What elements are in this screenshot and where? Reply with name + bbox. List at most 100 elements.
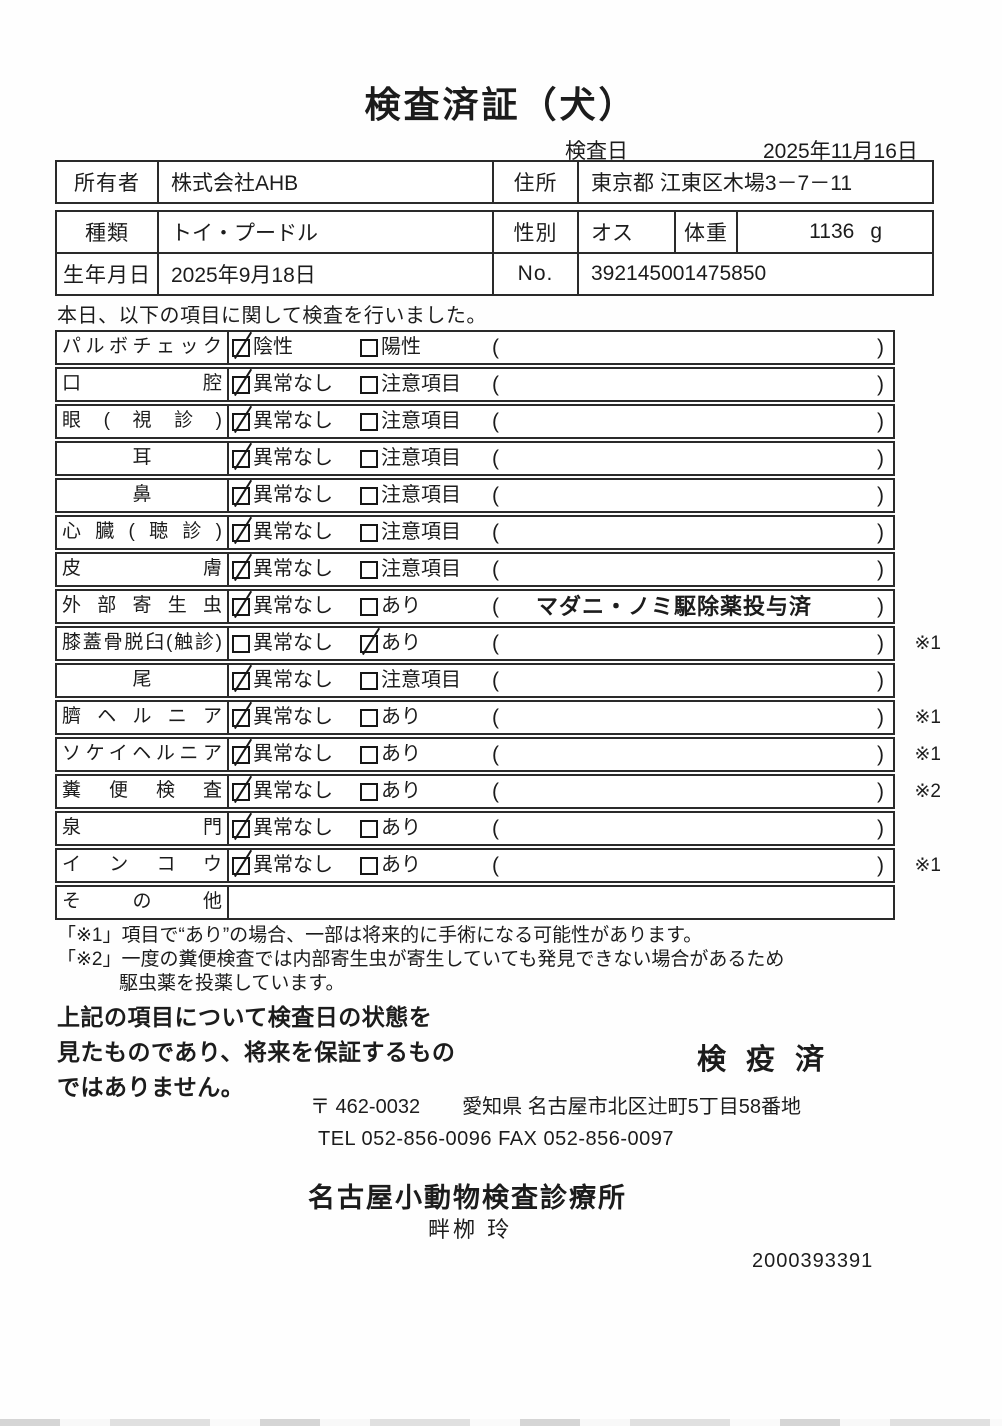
paren-close: ) (877, 336, 884, 359)
paren-open: ( (492, 743, 499, 766)
footnote-1: 「※1」項目で“あり”の場合、一部は将来的に手術になる可能性があります。 (57, 925, 703, 946)
remark-text: マダニ・ノミ駆除薬投与済 (535, 594, 812, 619)
owner-table: 所有者 株式会社AHB 住所 東京都 江東区木場3－7－11 (55, 160, 934, 204)
option-2: 注意項目 (360, 665, 461, 696)
option-1-label: 異常なし (253, 780, 333, 802)
option-2-label: 注意項目 (381, 558, 461, 580)
exam-row-content: 陰性 陽性 ( ) (229, 332, 893, 363)
option-1: 異常なし (232, 776, 333, 807)
checkbox-option-2 (360, 856, 378, 875)
checkbox-option-1 (232, 634, 250, 653)
veterinarian-name: 畔栁 玲 (428, 1217, 513, 1242)
exam-item-label: 鼻 (57, 480, 229, 511)
pet-row-2: 生年月日 2025年9月18日 No. 392145001475850 (57, 252, 932, 294)
exam-item-label: 眼(視診) (57, 406, 229, 437)
scan-artifact (0, 1419, 1002, 1426)
option-2: 注意項目 (360, 554, 461, 585)
option-2-label: 注意項目 (381, 447, 461, 469)
option-1-label: 異常なし (253, 854, 333, 876)
option-1: 異常なし (232, 665, 333, 696)
disclaimer-statement: 上記の項目について検査日の状態を 見たものであり、将来を保証するもの ではありま… (57, 1000, 455, 1105)
checkbox-option-2 (360, 708, 378, 727)
exam-row-content: 異常なし 注意項目 ( ) (229, 406, 893, 437)
option-1: 異常なし (232, 813, 333, 844)
footnote-ref: ※1 (914, 855, 942, 876)
exam-item-label: 尾 (57, 665, 229, 696)
tel-fax-line: TEL 052-856-0096 FAX 052-856-0097 (318, 1128, 675, 1150)
checkbox-option-1 (232, 671, 250, 690)
checkbox-option-1 (232, 449, 250, 468)
option-2-label: あり (381, 854, 421, 876)
checkbox-option-1 (232, 745, 250, 764)
paren-close: ) (877, 669, 884, 692)
option-1: 異常なし (232, 517, 333, 548)
paren-close: ) (877, 854, 884, 877)
exam-row: 臍ヘルニア 異常なし あり ( ) ※1 (55, 700, 941, 735)
paren-open: ( (492, 706, 499, 729)
checkbox-option-2 (360, 560, 378, 579)
inspection-date-label: 検査日 (565, 140, 628, 163)
clinic-address: 愛知県 名古屋市北区辻町5丁目58番地 (462, 1096, 802, 1118)
option-1-label: 異常なし (253, 632, 333, 654)
paren-open: ( (492, 669, 499, 692)
birth-label: 生年月日 (63, 264, 151, 287)
exam-item-label: 泉門 (57, 813, 229, 844)
birth-value: 2025年9月18日 (157, 254, 492, 294)
sex-label: 性別 (492, 212, 577, 252)
checkbox-option-2 (360, 412, 378, 431)
option-2: 注意項目 (360, 443, 461, 474)
option-1: 異常なし (232, 702, 333, 733)
exam-row-content: 異常なし あり ( ) (229, 628, 893, 659)
option-1: 異常なし (232, 850, 333, 881)
paren-close: ) (877, 373, 884, 396)
checkbox-option-2 (360, 449, 378, 468)
option-2-label: あり (381, 632, 421, 654)
checkbox-option-2 (360, 819, 378, 838)
option-2-label: 注意項目 (381, 521, 461, 543)
option-2-label: 注意項目 (381, 484, 461, 506)
pet-table: 種類 トイ・プードル 性別 オス 体重 1136 g 生年月日 2025年9月1… (55, 210, 934, 296)
exam-row: その他 (55, 885, 895, 920)
option-2: 注意項目 (360, 480, 461, 511)
paren-close: ) (877, 447, 884, 470)
exam-row: 皮膚 異常なし 注意項目 ( ) (55, 552, 895, 587)
owner-row: 所有者 株式会社AHB 住所 東京都 江東区木場3－7－11 (57, 162, 932, 202)
footnotes: 「※1」項目で“あり”の場合、一部は将来的に手術になる可能性があります。 「※2… (57, 924, 784, 996)
clinic-name: 名古屋小動物検査診療所 (308, 1183, 627, 1213)
option-1: 陰性 (232, 332, 293, 363)
checkbox-option-1 (232, 523, 250, 542)
paren-close: ) (877, 595, 884, 618)
pet-row-1: 種類 トイ・プードル 性別 オス 体重 1136 g (57, 212, 932, 252)
exam-item-label: 口腔 (57, 369, 229, 400)
exam-row: 鼻 異常なし 注意項目 ( ) (55, 478, 895, 513)
exam-row: 眼(視診) 異常なし 注意項目 ( ) (55, 404, 895, 439)
option-1: 異常なし (232, 739, 333, 770)
checkbox-option-1 (232, 486, 250, 505)
option-2: 注意項目 (360, 517, 461, 548)
paren-open: ( (492, 336, 499, 359)
exam-item-label: 外部寄生虫 (57, 591, 229, 622)
option-1-label: 異常なし (253, 484, 333, 506)
paren-close: ) (877, 410, 884, 433)
option-1-label: 異常なし (253, 706, 333, 728)
paren-open: ( (492, 817, 499, 840)
option-1: 異常なし (232, 554, 333, 585)
address-label: 住所 (492, 162, 577, 202)
species-value: トイ・プードル (157, 212, 492, 252)
paren-open: ( (492, 558, 499, 581)
exam-item-label: 膝蓋骨脱臼(触診) (57, 628, 229, 659)
footnote-ref: ※1 (914, 744, 942, 765)
footnote-ref: ※2 (914, 781, 942, 802)
exam-row-content: 異常なし 注意項目 ( ) (229, 369, 893, 400)
weight-unit: g (870, 220, 882, 243)
page-title: 検査済証（犬） (364, 84, 638, 125)
postal-code: 〒 462-0032 (310, 1096, 421, 1118)
exam-row: 糞便検査 異常なし あり ( ) ※2 (55, 774, 941, 809)
disclaimer-line-3: ではありません。 (57, 1074, 245, 1100)
paren-open: ( (492, 373, 499, 396)
paren-open: ( (492, 854, 499, 877)
exam-row-content: 異常なし 注意項目 ( ) (229, 554, 893, 585)
no-label: No. (492, 254, 577, 294)
owner-label: 所有者 (74, 172, 140, 195)
